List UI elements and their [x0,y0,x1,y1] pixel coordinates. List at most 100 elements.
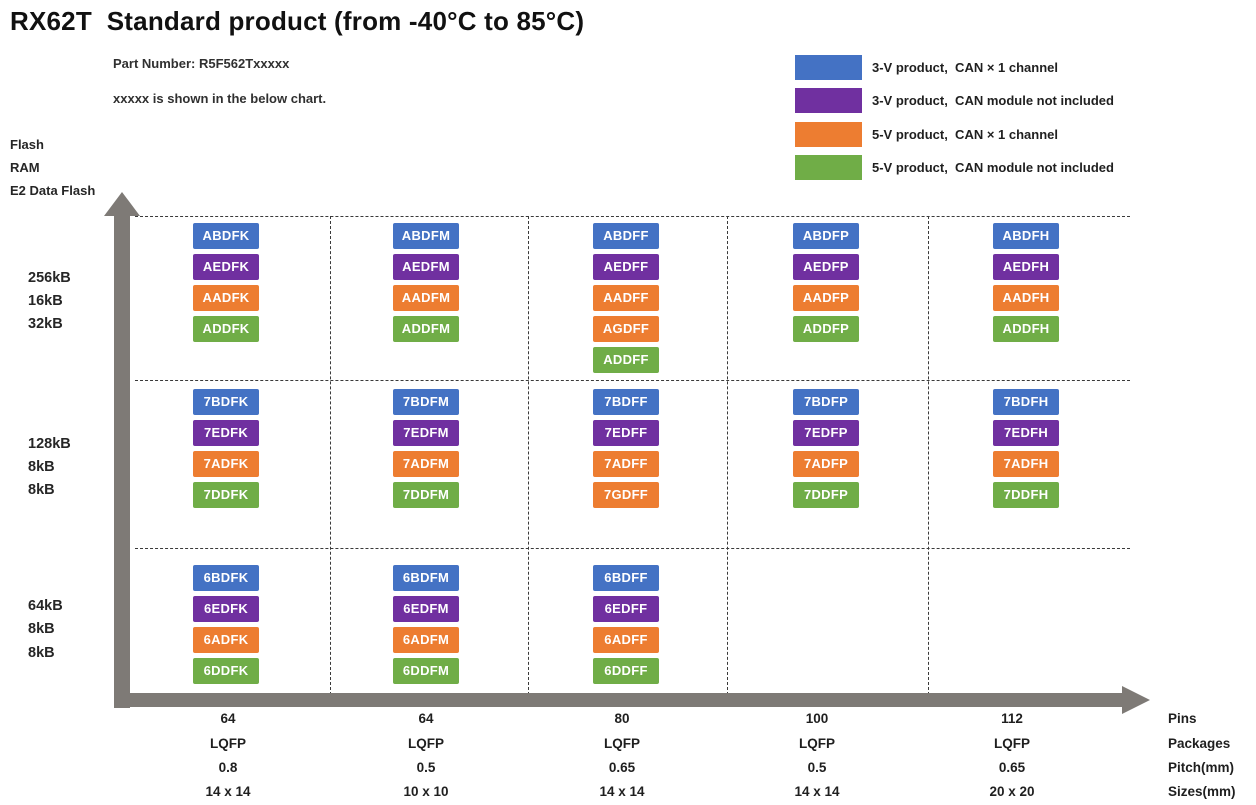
part-chip-7ADFH: 7ADFH [993,451,1059,477]
x-axis-col5-size: 20 x 20 [989,784,1035,799]
part-chip-7BDFM: 7BDFM [393,389,459,415]
part-chip-7EDFF: 7EDFF [593,420,659,446]
x-axis-col3-size: 14 x 14 [599,784,645,799]
part-chip-7DDFP: 7DDFP [793,482,859,508]
legend-swatch-purple [795,88,862,113]
part-chip-AEDFF: AEDFF [593,254,659,280]
x-axis-row-label-pitchmm: Pitch(mm) [1168,760,1235,775]
part-chip-AADFP: AADFP [793,285,859,311]
x-axis-col4-pins: 100 [805,711,829,726]
part-chip-6ADFF: 6ADFF [593,627,659,653]
part-chip-ADDFK: ADDFK [193,316,259,342]
x-axis-col5-pitch: 0.65 [998,760,1026,775]
part-chip-6EDFM: 6EDFM [393,596,459,622]
memory-label-row1-flash: 256kB [28,270,71,286]
legend-swatch-blue [795,55,862,80]
part-chip-ADDFM: ADDFM [393,316,459,342]
part-chip-7ADFM: 7ADFM [393,451,459,477]
y-axis-header-flash: Flash [10,137,44,152]
x-axis-arrow-shaft [114,693,1122,707]
part-chip-7DDFH: 7DDFH [993,482,1059,508]
part-chip-ADDFF: ADDFF [593,347,659,373]
part-chip-ABDFH: ABDFH [993,223,1059,249]
grid-hline-0 [135,216,1130,217]
legend-label-blue: 3-V product, CAN × 1 channel [872,60,1059,75]
x-axis-col4-package: LQFP [799,736,835,751]
x-axis-col3-package: LQFP [604,736,640,751]
x-axis-col4-pitch: 0.5 [807,760,827,775]
part-chip-6DDFM: 6DDFM [393,658,459,684]
part-chip-ABDFP: ABDFP [793,223,859,249]
x-axis-col2-pins: 64 [418,711,434,726]
legend-label-green: 5-V product, CAN module not included [872,160,1114,175]
part-number-note: xxxxx is shown in the below chart. [113,91,327,106]
part-chip-6ADFK: 6ADFK [193,627,259,653]
grid-vline-2 [727,216,728,695]
memory-label-row3-flash: 64kB [28,598,63,614]
part-chip-ABDFM: ABDFM [393,223,459,249]
x-axis-row-label-packages: Packages [1168,736,1231,751]
part-chip-AEDFP: AEDFP [793,254,859,280]
part-chip-AADFK: AADFK [193,285,259,311]
part-chip-7ADFK: 7ADFK [193,451,259,477]
y-axis-header-e2-data-flash: E2 Data Flash [10,183,96,198]
part-chip-ABDFF: ABDFF [593,223,659,249]
page-title: RX62T Standard product (from -40°C to 85… [10,6,585,36]
memory-label-row3-ram: 8kB [28,621,55,637]
part-chip-AADFF: AADFF [593,285,659,311]
x-axis-col1-pins: 64 [220,711,236,726]
memory-label-row2-e2: 8kB [28,482,55,498]
part-chip-AGDFF: AGDFF [593,316,659,342]
part-chip-6ADFM: 6ADFM [393,627,459,653]
part-chip-7ADFF: 7ADFF [593,451,659,477]
x-axis-col1-pitch: 0.8 [218,760,238,775]
part-chip-7BDFK: 7BDFK [193,389,259,415]
x-axis-col1-size: 14 x 14 [205,784,251,799]
part-chip-7DDFM: 7DDFM [393,482,459,508]
part-chip-7EDFK: 7EDFK [193,420,259,446]
part-chip-7EDFH: 7EDFH [993,420,1059,446]
part-chip-7BDFP: 7BDFP [793,389,859,415]
x-axis-col5-package: LQFP [994,736,1030,751]
grid-vline-0 [330,216,331,695]
grid-vline-1 [528,216,529,695]
part-chip-7EDFM: 7EDFM [393,420,459,446]
legend-swatch-green [795,155,862,180]
part-chip-6BDFF: 6BDFF [593,565,659,591]
x-axis-row-label-pins: Pins [1168,711,1197,726]
part-chip-7EDFP: 7EDFP [793,420,859,446]
part-chip-AADFM: AADFM [393,285,459,311]
part-chip-6DDFF: 6DDFF [593,658,659,684]
part-chip-7ADFP: 7ADFP [793,451,859,477]
x-axis-arrow-head-icon [1122,686,1150,714]
grid-vline-3 [928,216,929,695]
x-axis-col2-package: LQFP [408,736,444,751]
x-axis-col3-pins: 80 [614,711,630,726]
legend-swatch-orange [795,122,862,147]
part-chip-AEDFM: AEDFM [393,254,459,280]
legend-label-purple: 3-V product, CAN module not included [872,93,1114,108]
part-chip-6BDFK: 6BDFK [193,565,259,591]
x-axis-col5-pins: 112 [1001,711,1023,726]
y-axis-header-ram: RAM [10,160,40,175]
memory-label-row3-e2: 8kB [28,645,55,661]
part-chip-AEDFK: AEDFK [193,254,259,280]
part-chip-ADDFP: ADDFP [793,316,859,342]
part-chip-7DDFK: 7DDFK [193,482,259,508]
y-axis-arrow-shaft [114,212,130,708]
part-chip-AEDFH: AEDFH [993,254,1059,280]
legend-label-orange: 5-V product, CAN × 1 channel [872,127,1059,142]
x-axis-col2-pitch: 0.5 [416,760,436,775]
grid-hline-2 [135,548,1130,549]
part-chip-6EDFK: 6EDFK [193,596,259,622]
x-axis-col4-size: 14 x 14 [794,784,840,799]
x-axis-col2-size: 10 x 10 [403,784,449,799]
x-axis-col3-pitch: 0.65 [608,760,636,775]
part-number-label: Part Number: R5F562Txxxxx [113,56,290,71]
part-chip-7BDFF: 7BDFF [593,389,659,415]
part-chip-ABDFK: ABDFK [193,223,259,249]
memory-label-row2-ram: 8kB [28,459,55,475]
x-axis-row-label-sizesmm: Sizes(mm) [1168,784,1236,799]
grid-hline-1 [135,380,1130,381]
